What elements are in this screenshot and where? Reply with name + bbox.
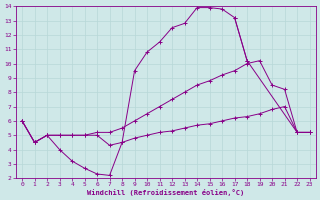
X-axis label: Windchill (Refroidissement éolien,°C): Windchill (Refroidissement éolien,°C) [87, 189, 244, 196]
